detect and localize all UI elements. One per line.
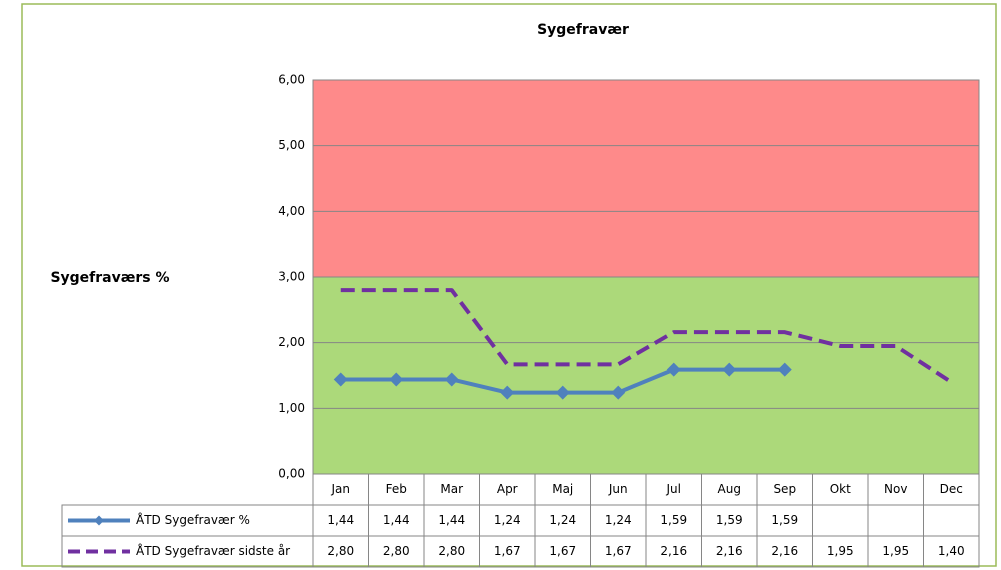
y-tick-label: 1,00 [278, 401, 305, 415]
y-tick-label: 3,00 [278, 270, 305, 284]
marker [500, 385, 515, 400]
y-tick-label: 2,00 [278, 335, 305, 349]
data-table-value: 1,24 [605, 513, 632, 527]
y-tick-label: 4,00 [278, 204, 305, 218]
marker [722, 362, 737, 377]
x-tick-label: Jul [666, 482, 681, 496]
y-axis-label: Sygefraværs % [50, 270, 169, 286]
legend-marker [94, 515, 104, 526]
data-table-value: 1,95 [882, 544, 909, 558]
data-table-value: 1,59 [771, 513, 798, 527]
data-table-value: 1,44 [383, 513, 410, 527]
marker [444, 372, 459, 387]
band [313, 277, 979, 474]
data-table-value: 2,16 [660, 544, 687, 558]
x-tick-label: Dec [940, 482, 963, 496]
x-tick-label: Nov [884, 482, 907, 496]
data-table-value: 1,24 [494, 513, 521, 527]
y-tick-label: 5,00 [278, 138, 305, 152]
legend-label: ÅTD Sygefravær sidste år [136, 543, 290, 558]
x-tick-label: Maj [552, 482, 573, 496]
data-table-value: 1,44 [438, 513, 465, 527]
x-tick-label: Sep [773, 482, 796, 496]
x-tick-label: Jan [331, 482, 351, 496]
x-tick-label: Apr [497, 482, 518, 496]
marker [333, 372, 348, 387]
data-table-value: 1,44 [327, 513, 354, 527]
data-table-value: 1,24 [549, 513, 576, 527]
x-tick-label: Mar [440, 482, 463, 496]
x-tick-label: Aug [718, 482, 741, 496]
band [313, 80, 979, 277]
chart-title: Sygefravær [537, 22, 629, 38]
data-table-value: 1,40 [938, 544, 965, 558]
marker [777, 362, 792, 377]
data-table-value: 1,59 [716, 513, 743, 527]
table-cell [923, 535, 980, 568]
data-table-value: 1,95 [827, 544, 854, 558]
data-table-value: 2,80 [383, 544, 410, 558]
data-table-value: 2,16 [771, 544, 798, 558]
y-tick-label: 6,00 [278, 73, 305, 87]
y-tick-label: 0,00 [278, 467, 305, 481]
data-table-value: 1,59 [660, 513, 687, 527]
data-table-value: 2,80 [327, 544, 354, 558]
marker [555, 385, 570, 400]
marker [666, 362, 681, 377]
x-tick-label: Okt [830, 482, 851, 496]
legend-label: ÅTD Sygefravær % [136, 512, 250, 527]
data-table-value: 1,67 [549, 544, 576, 558]
x-tick-label: Feb [386, 482, 407, 496]
series-line [340, 288, 953, 384]
x-tick-label: Jun [608, 482, 628, 496]
marker [389, 372, 404, 387]
data-table-value: 2,16 [716, 544, 743, 558]
marker [611, 385, 626, 400]
data-table-value: 1,67 [605, 544, 632, 558]
data-table-value: 2,80 [438, 544, 465, 558]
data-table-value: 1,67 [494, 544, 521, 558]
